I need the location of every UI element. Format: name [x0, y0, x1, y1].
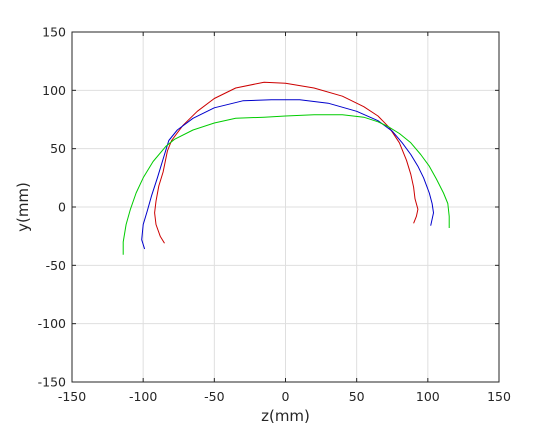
x-tick-label: 50 [349, 389, 365, 404]
y-tick-label: -150 [38, 375, 66, 390]
series-group [122, 81, 450, 255]
x-tick-label: -50 [204, 389, 224, 404]
y-axis-label: y(mm) [14, 182, 32, 232]
series-line-1 [154, 81, 419, 244]
x-tick-label: -100 [129, 389, 157, 404]
y-tick-label: -100 [38, 316, 66, 331]
series-line-2 [141, 99, 434, 250]
y-tick-label: 50 [50, 141, 66, 156]
y-tick-label: -50 [46, 258, 66, 273]
x-tick-label: 0 [282, 389, 290, 404]
ticks: -150 -100 -50 0 50 100 150 -150 -100 -50 0 50 100 150 [38, 25, 511, 405]
y-tick-label: 150 [42, 25, 66, 40]
x-tick-label: 100 [416, 389, 440, 404]
x-tick-label: 150 [487, 389, 511, 404]
y-tick-label: 100 [42, 83, 66, 98]
series-line-3 [122, 114, 450, 255]
x-tick-label: -150 [58, 389, 86, 404]
y-tick-label: 0 [58, 200, 66, 215]
x-axis-label: z(mm) [261, 407, 310, 425]
